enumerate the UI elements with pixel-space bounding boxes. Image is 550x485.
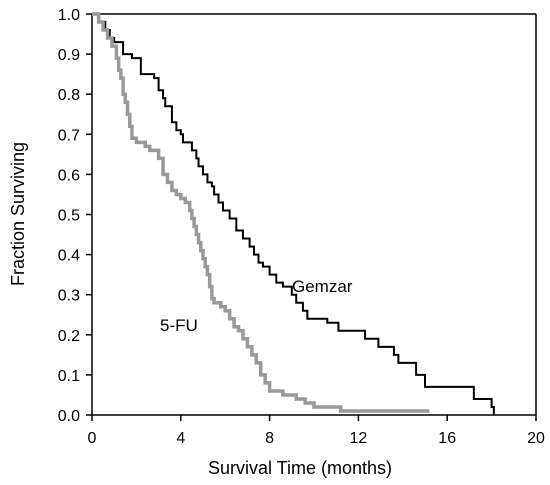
series-line-5-fu [92,12,430,413]
x-tick-label: 8 [265,430,274,447]
y-tick-label: 1.0 [58,7,80,24]
series-line-gemzar [92,13,495,415]
y-tick-label: 0.5 [58,208,80,225]
series-label-gemzar: Gemzar [292,277,353,296]
series-layer [92,12,495,415]
x-tick-label: 4 [176,430,185,447]
y-tick-label: 0.3 [58,288,80,305]
x-axis-label: Survival Time (months) [208,458,392,478]
y-tick-label: 0.7 [58,127,80,144]
y-tick-label: 0.9 [58,47,80,64]
x-axis-ticks: 0 4 8 12 16 20 [88,415,545,447]
y-tick-label: 0.0 [58,408,80,425]
y-tick-label: 0.2 [58,328,80,345]
y-axis-label: Fraction Surviving [8,142,28,286]
series-label-5fu: 5-FU [160,316,198,335]
y-tick-label: 0.4 [58,248,80,265]
x-tick-label: 0 [88,430,97,447]
x-tick-label: 12 [350,430,368,447]
plot-area [91,13,537,416]
x-tick-label: 16 [438,430,456,447]
y-tick-label: 0.8 [58,87,80,104]
y-axis-ticks: 0.0 0.1 0.2 0.3 0.4 0.5 0.6 0.7 0.8 0.9 1.0 [58,7,92,425]
x-tick-label: 20 [527,430,545,447]
y-tick-label: 0.6 [58,167,80,184]
y-tick-label: 0.1 [58,368,80,385]
